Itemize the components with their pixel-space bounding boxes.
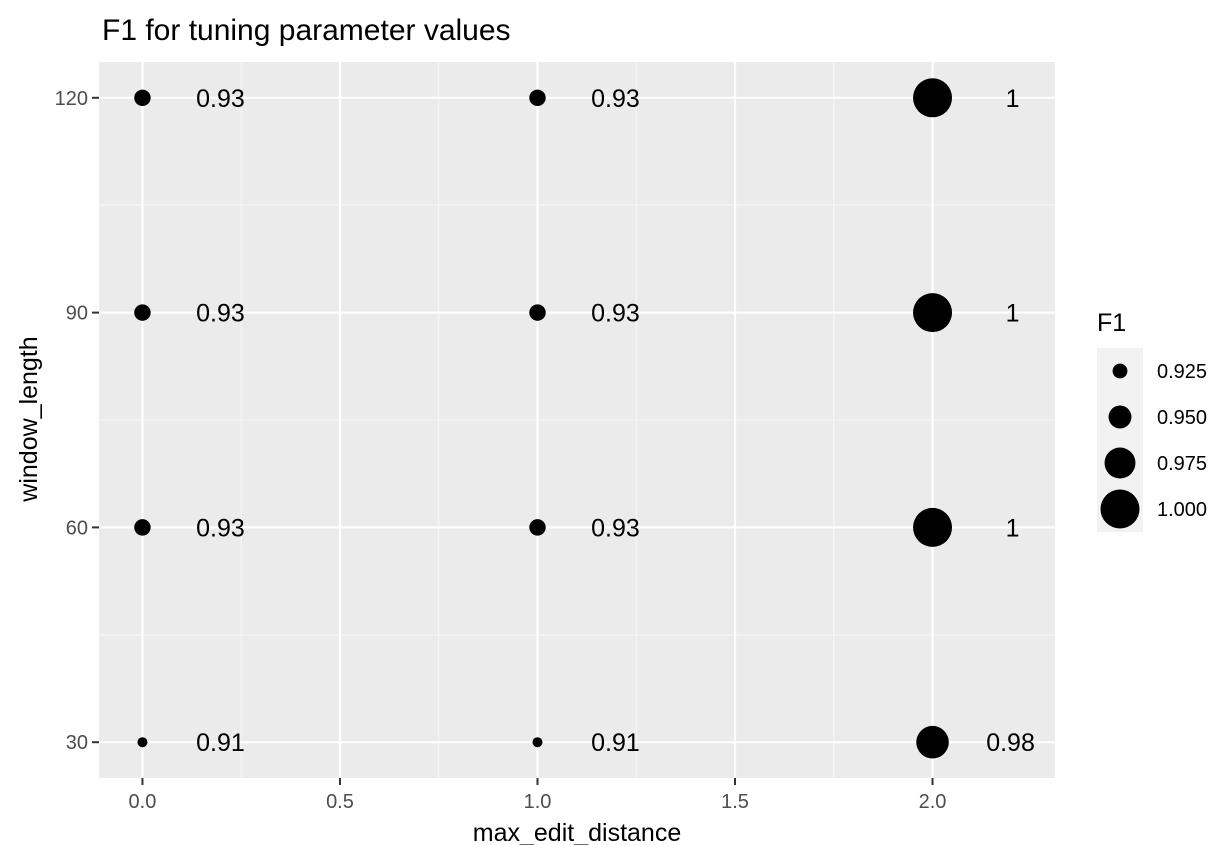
data-point	[532, 737, 543, 748]
x-axis-title: max_edit_distance	[473, 819, 681, 845]
legend-label: 0.975	[1157, 453, 1207, 475]
data-point	[137, 737, 148, 748]
data-label: 0.93	[591, 85, 640, 113]
data-label: 1	[1006, 300, 1020, 328]
x-tick-label: 1.5	[721, 791, 749, 813]
x-tick-label: 0.0	[129, 791, 157, 813]
data-point	[529, 304, 546, 321]
data-label: 1	[1006, 514, 1020, 542]
x-tick-label: 2.0	[919, 791, 947, 813]
x-tick-label: 1.0	[524, 791, 552, 813]
legend-label: 0.950	[1157, 407, 1207, 429]
data-point	[913, 507, 953, 547]
y-tick-label: 30	[66, 732, 88, 754]
data-points	[134, 78, 953, 759]
chart-title: F1 for tuning parameter values	[102, 14, 511, 47]
y-tick-label: 120	[55, 88, 88, 110]
grid	[99, 62, 1055, 778]
legend-label: 0.925	[1157, 361, 1207, 383]
data-point	[913, 293, 953, 333]
data-labels: 0.91 0.93 0.93 0.93 0.91 0.93 0.93 0.93 0.98 1 1 1	[196, 85, 1035, 757]
data-label: 0.93	[591, 514, 640, 542]
data-point	[529, 519, 546, 536]
data-label: 0.91	[196, 729, 245, 757]
y-tick-label: 90	[66, 303, 88, 325]
legend-key-point	[1112, 363, 1128, 379]
legend-key-point	[1100, 489, 1140, 529]
legend: F1 0.925 0.950 0.975 1.000	[1097, 309, 1207, 532]
data-point	[134, 89, 151, 107]
data-label: 0.93	[196, 85, 245, 113]
legend-key-point	[1108, 405, 1132, 429]
data-label: 0.98	[986, 729, 1035, 757]
data-point	[134, 304, 151, 321]
data-point	[529, 89, 546, 107]
data-label: 0.93	[196, 514, 245, 542]
legend-key-point	[1104, 447, 1136, 479]
data-label: 1	[1006, 85, 1020, 113]
y-axis-title: window_length	[15, 336, 43, 502]
data-point	[913, 78, 953, 118]
x-tick-label: 0.5	[326, 791, 354, 813]
data-label: 0.91	[591, 729, 640, 757]
axes: 0.0 0.5 1.0 1.5 2.0 30 60 90 120	[55, 88, 947, 813]
data-label: 0.93	[591, 300, 640, 328]
data-point	[916, 725, 949, 759]
data-point	[134, 519, 151, 536]
data-label: 0.93	[196, 300, 245, 328]
y-tick-label: 60	[66, 517, 88, 539]
legend-label: 1.000	[1157, 499, 1207, 521]
legend-title: F1	[1097, 309, 1126, 337]
